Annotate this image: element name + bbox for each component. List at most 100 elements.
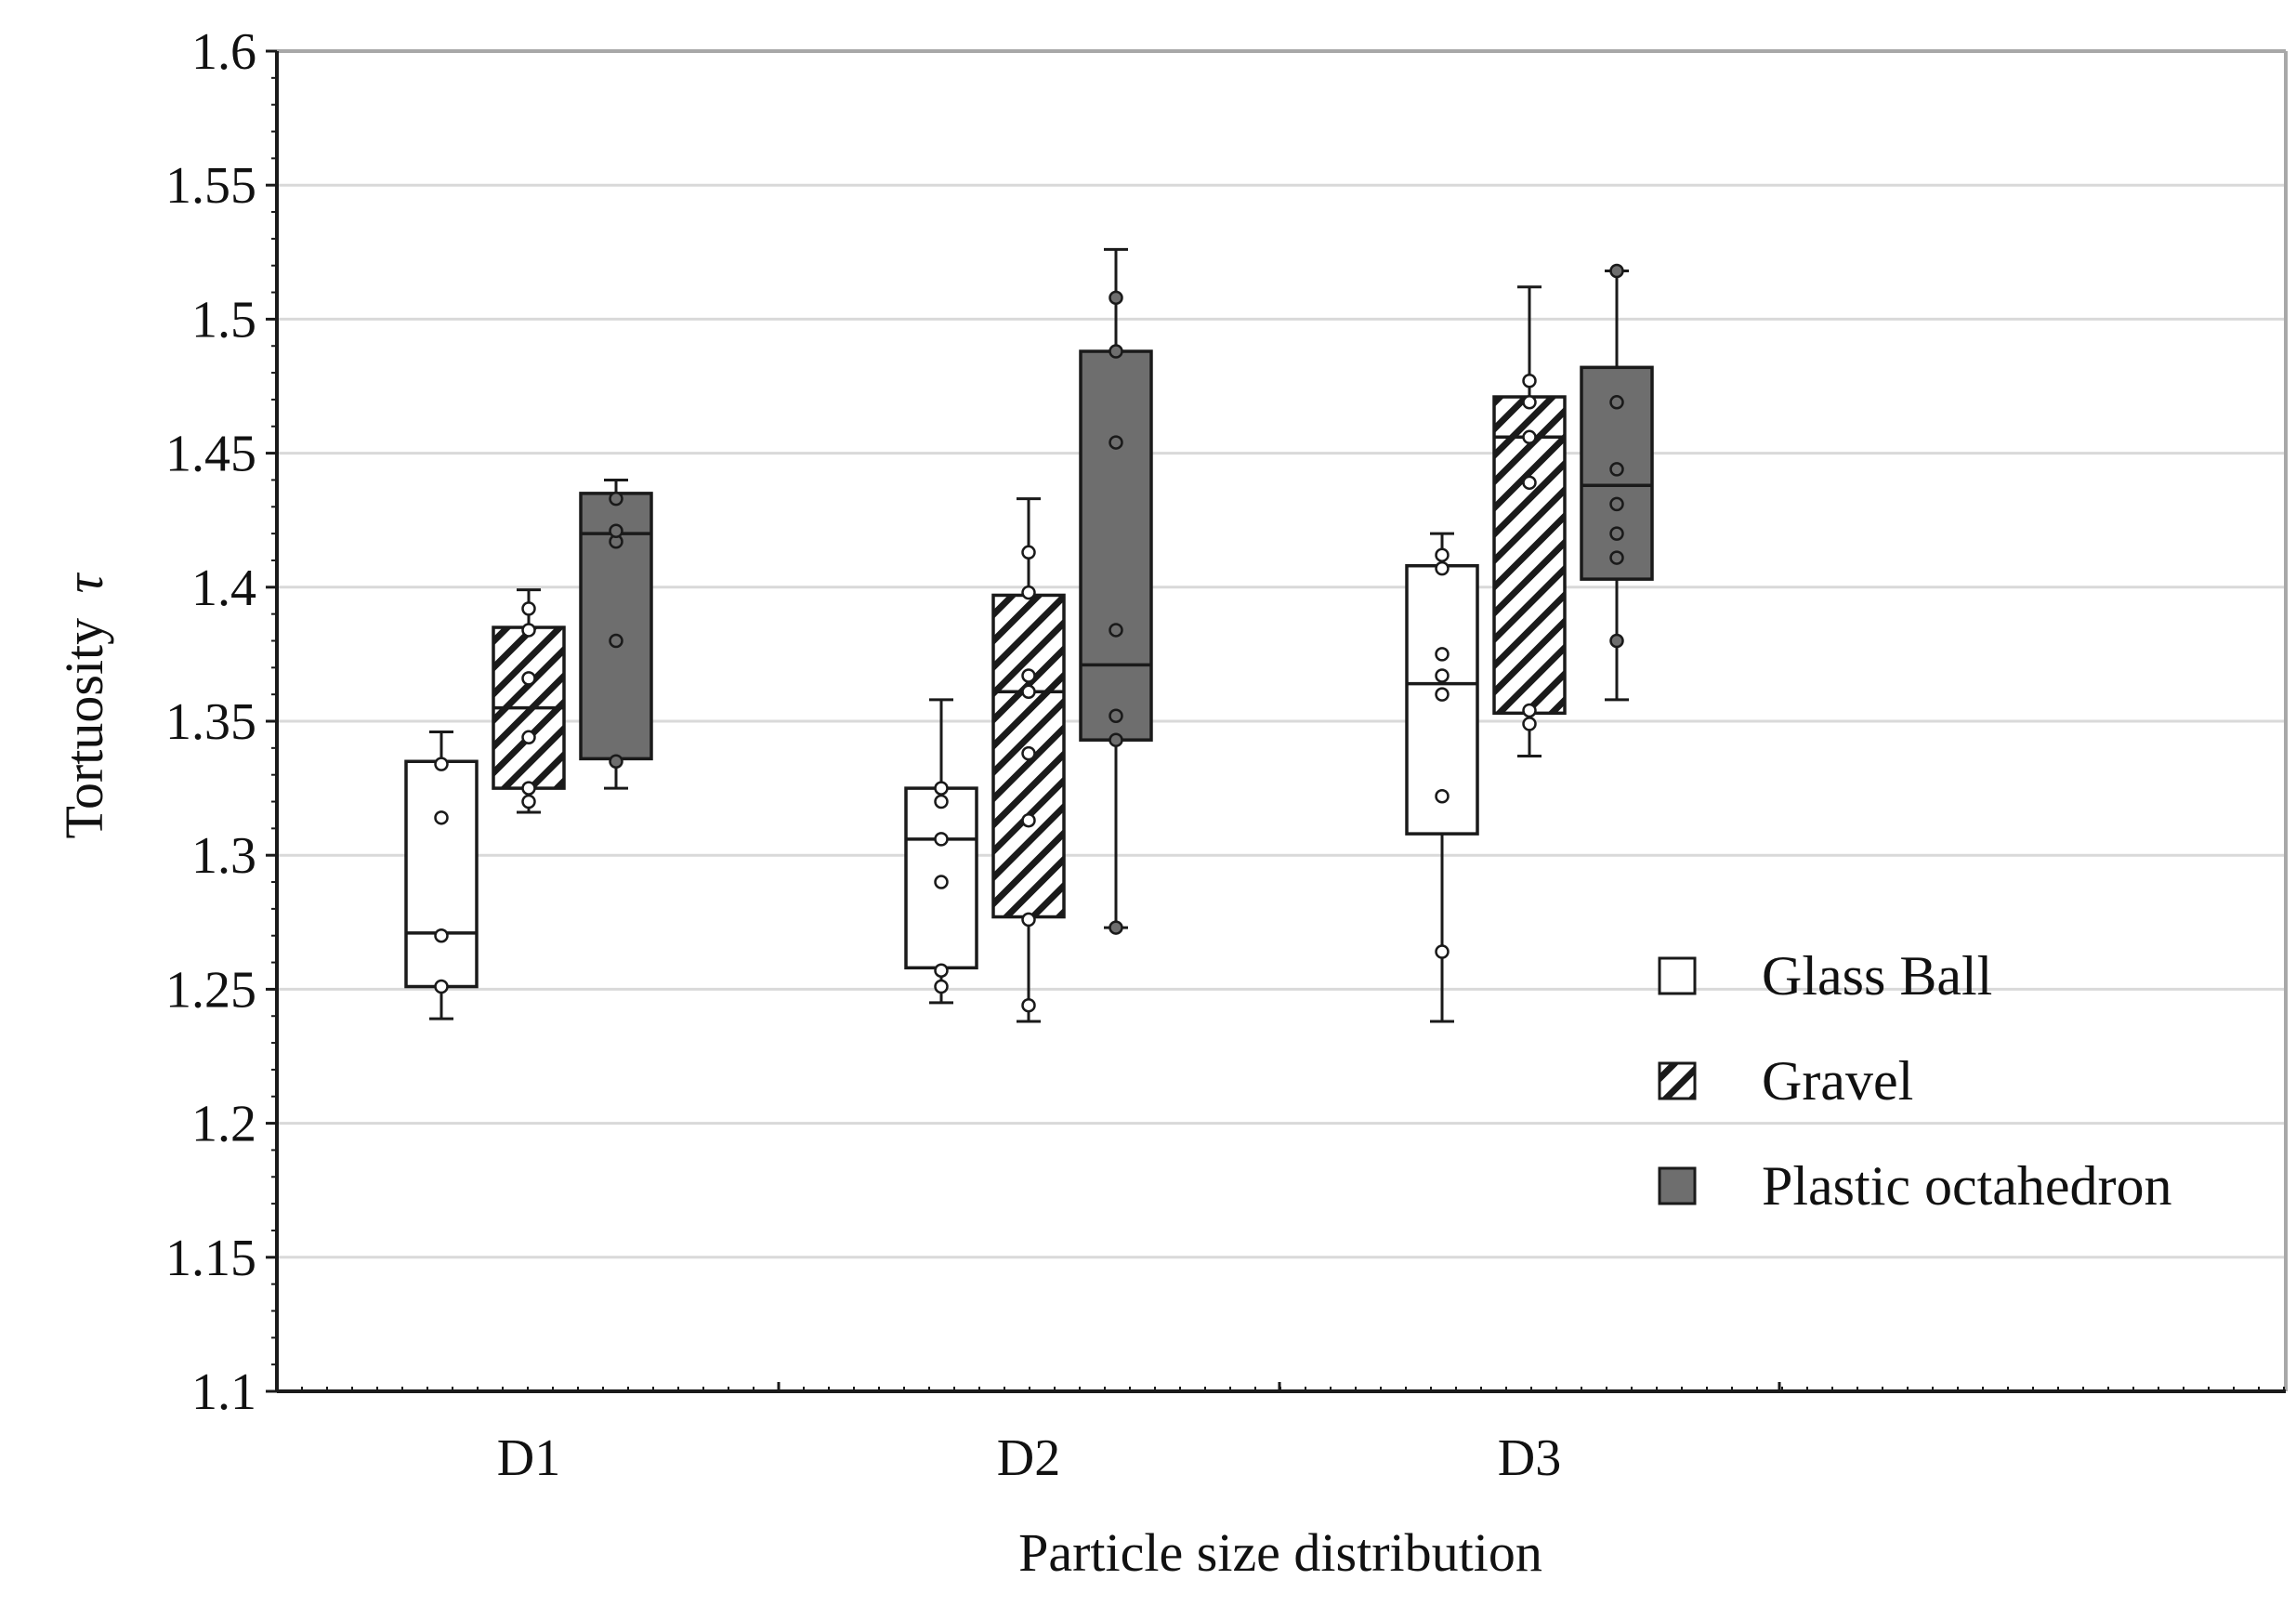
data-point	[1609, 496, 1624, 512]
data-point	[934, 963, 949, 978]
data-point	[521, 671, 536, 686]
box-d3	[1405, 532, 1479, 1023]
data-point	[1609, 633, 1624, 649]
box-d1	[492, 588, 566, 814]
box-d1	[579, 478, 653, 790]
data-point	[1435, 944, 1450, 959]
data-point	[521, 623, 536, 638]
data-point	[1021, 912, 1036, 928]
legend-swatch	[1658, 1166, 1697, 1205]
y-tick-label: 1.6	[191, 23, 256, 81]
data-point	[1522, 717, 1537, 731]
data-point	[1435, 789, 1450, 804]
y-tick-label: 1.15	[165, 1230, 256, 1287]
x-tick-label: D1	[497, 1429, 560, 1487]
data-point	[1109, 623, 1123, 638]
data-point	[1609, 395, 1624, 410]
box-body	[404, 759, 479, 989]
y-axis-title: Tortuosity	[54, 618, 114, 839]
data-point	[609, 491, 623, 507]
box-d3	[1492, 285, 1567, 757]
y-axis-title-group: Tortuosity τ	[54, 572, 114, 838]
data-point	[1435, 687, 1450, 702]
data-point	[521, 730, 536, 745]
data-point	[1435, 668, 1450, 683]
series-plastic-octahedron	[579, 247, 1654, 935]
data-point	[1109, 920, 1123, 935]
legend-label: Glass Ball	[1762, 945, 1992, 1007]
svg-text:Tortuosity τ: Tortuosity τ	[54, 572, 114, 838]
data-point	[1522, 703, 1537, 718]
y-tick-label: 1.4	[191, 559, 256, 617]
data-point	[1609, 462, 1624, 477]
legend-swatch	[1658, 1061, 1697, 1100]
y-tick-label: 1.2	[191, 1096, 256, 1153]
data-point	[1021, 585, 1036, 600]
data-point	[609, 633, 623, 649]
box-d1	[404, 731, 479, 1020]
data-point	[934, 781, 949, 796]
x-axis-title: Particle size distribution	[1018, 1522, 1542, 1583]
legend-swatch	[1658, 956, 1697, 995]
data-point	[934, 979, 949, 994]
y-tick-label: 1.55	[165, 157, 256, 215]
data-point	[609, 523, 623, 538]
series-glass-ball	[404, 532, 1479, 1023]
legend-entry: Glass Ball	[1658, 945, 1992, 1007]
y-tick-label: 1.1	[191, 1363, 256, 1421]
data-point	[1109, 290, 1123, 306]
data-point	[1435, 547, 1450, 562]
data-point	[1522, 373, 1537, 388]
box-d2	[904, 698, 978, 1005]
data-point	[521, 601, 536, 616]
series-gravel	[492, 285, 1567, 1023]
data-point	[1522, 395, 1537, 410]
x-tick-label: D2	[997, 1429, 1060, 1487]
legend: Glass Ball Gravel Plastic octahedron	[1658, 945, 2172, 1217]
y-axis-title-symbol: τ	[54, 572, 114, 593]
box-body	[1079, 349, 1153, 742]
data-point	[521, 794, 536, 810]
data-point	[1435, 647, 1450, 662]
data-point	[1609, 263, 1624, 279]
data-point	[1021, 812, 1036, 828]
data-point	[434, 810, 449, 825]
data-point	[1435, 560, 1450, 576]
y-axis-ticks: 1.1 1.15 1.2 1.25 1.3 1.35 1.4 1.45 1.5 1.55 1.6	[165, 23, 277, 1421]
box-body	[1492, 395, 1567, 716]
data-point	[434, 928, 449, 943]
data-point	[609, 754, 623, 770]
data-point	[1021, 668, 1036, 683]
legend-label: Plastic octahedron	[1762, 1155, 2172, 1217]
data-point	[1021, 997, 1036, 1013]
y-tick-label: 1.25	[165, 961, 256, 1019]
data-point	[434, 757, 449, 771]
data-point	[934, 794, 949, 810]
y-tick-label: 1.45	[165, 426, 256, 483]
legend-entry: Plastic octahedron	[1658, 1155, 2172, 1217]
data-point	[1609, 526, 1624, 541]
data-point	[1021, 745, 1036, 761]
data-point	[1021, 545, 1036, 560]
y-tick-label: 1.5	[191, 291, 256, 349]
data-point	[1021, 684, 1036, 700]
legend-entry: Gravel	[1658, 1050, 1913, 1112]
data-point	[934, 875, 949, 889]
data-point	[1522, 475, 1537, 491]
data-point	[1109, 708, 1123, 723]
y-tick-label: 1.3	[191, 827, 256, 885]
box-series	[404, 247, 1654, 1023]
x-axis-ticks: D1 D2 D3	[301, 1382, 2285, 1487]
data-point	[1109, 732, 1123, 747]
legend-label: Gravel	[1762, 1050, 1913, 1112]
x-tick-label: D3	[1498, 1429, 1561, 1487]
data-point	[934, 832, 949, 847]
data-point	[1109, 435, 1123, 450]
data-point	[1109, 344, 1123, 359]
box-d3	[1580, 263, 1654, 702]
y-tick-label: 1.35	[165, 693, 256, 751]
data-point	[1609, 550, 1624, 565]
box-d2	[991, 497, 1066, 1023]
